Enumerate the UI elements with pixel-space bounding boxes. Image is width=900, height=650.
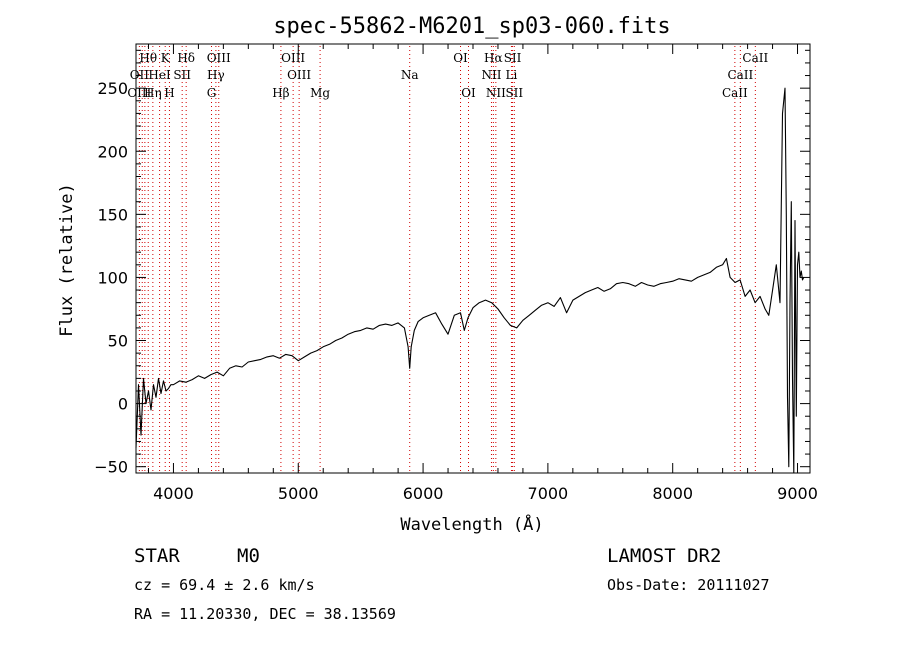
spectral-line-label: CaII	[722, 86, 748, 100]
spectral-line-label: OI	[453, 51, 468, 65]
y-tick-label: 0	[118, 395, 128, 414]
spectral-line-label: H	[164, 86, 174, 100]
spectral-line-label: Mg	[310, 86, 330, 100]
spectral-line-label: Hθ	[139, 51, 157, 65]
y-tick-label: 50	[108, 332, 128, 351]
spectral-line-label: HeI	[148, 68, 171, 82]
spectral-line-label: Hα	[484, 51, 503, 65]
spectral-line-label: OII	[130, 68, 150, 82]
spectral-line-label: CaII	[742, 51, 768, 65]
y-tick-label: 250	[97, 79, 128, 98]
spectral-line-label: OIII	[281, 51, 305, 65]
object-type: STAR	[134, 545, 180, 567]
y-tick-label: −50	[94, 458, 128, 477]
spectral-line-label: OIII	[287, 68, 311, 82]
spectral-line-label: Hη	[144, 86, 162, 100]
spectral-line-label: K	[161, 51, 171, 65]
spectral-line-label: OIII	[207, 51, 231, 65]
x-tick-label: 7000	[528, 484, 569, 503]
spectral-line-label: NII	[481, 68, 501, 82]
spectral-line-label: SII	[504, 51, 522, 65]
y-tick-label: 150	[97, 205, 128, 224]
coordinates: RA = 11.20330, DEC = 38.13569	[134, 605, 396, 623]
spectral-line-label: G	[207, 86, 217, 100]
x-tick-label: 5000	[278, 484, 319, 503]
y-axis-label: Flux (relative)	[57, 183, 77, 337]
x-tick-label: 4000	[153, 484, 194, 503]
spectral-line-label: OIII	[127, 86, 151, 100]
spectral-line-label: Hβ	[272, 86, 289, 100]
chart-title: spec-55862-M6201_sp03-060.fits	[273, 14, 670, 39]
redshift-value: cz = 69.4 ± 2.6 km/s	[134, 576, 315, 594]
object-subclass: M0	[237, 545, 260, 567]
spectral-line-label: NII	[486, 86, 506, 100]
x-axis-label: Wavelength (Å)	[400, 513, 543, 535]
spectral-line-label: Hδ	[177, 51, 195, 65]
spectral-line-label: Li	[506, 68, 518, 82]
survey-name: LAMOST DR2	[607, 545, 721, 567]
x-tick-label: 8000	[652, 484, 693, 503]
spectral-line-label: SII	[505, 86, 523, 100]
spectral-line-label: Hγ	[207, 68, 225, 82]
x-tick-label: 6000	[403, 484, 444, 503]
x-tick-label: 9000	[777, 484, 818, 503]
spectral-line-label: CaII	[727, 68, 753, 82]
plot-frame	[135, 43, 811, 474]
observation-date: Obs-Date: 20111027	[607, 576, 770, 594]
spectrum-series-line	[135, 87, 805, 474]
spectral-line-label: Na	[401, 68, 419, 82]
y-tick-label: 100	[97, 268, 128, 287]
y-tick-label: 200	[97, 142, 128, 161]
spectral-line-label: OI	[461, 86, 476, 100]
spectral-line-label: SII	[173, 68, 191, 82]
